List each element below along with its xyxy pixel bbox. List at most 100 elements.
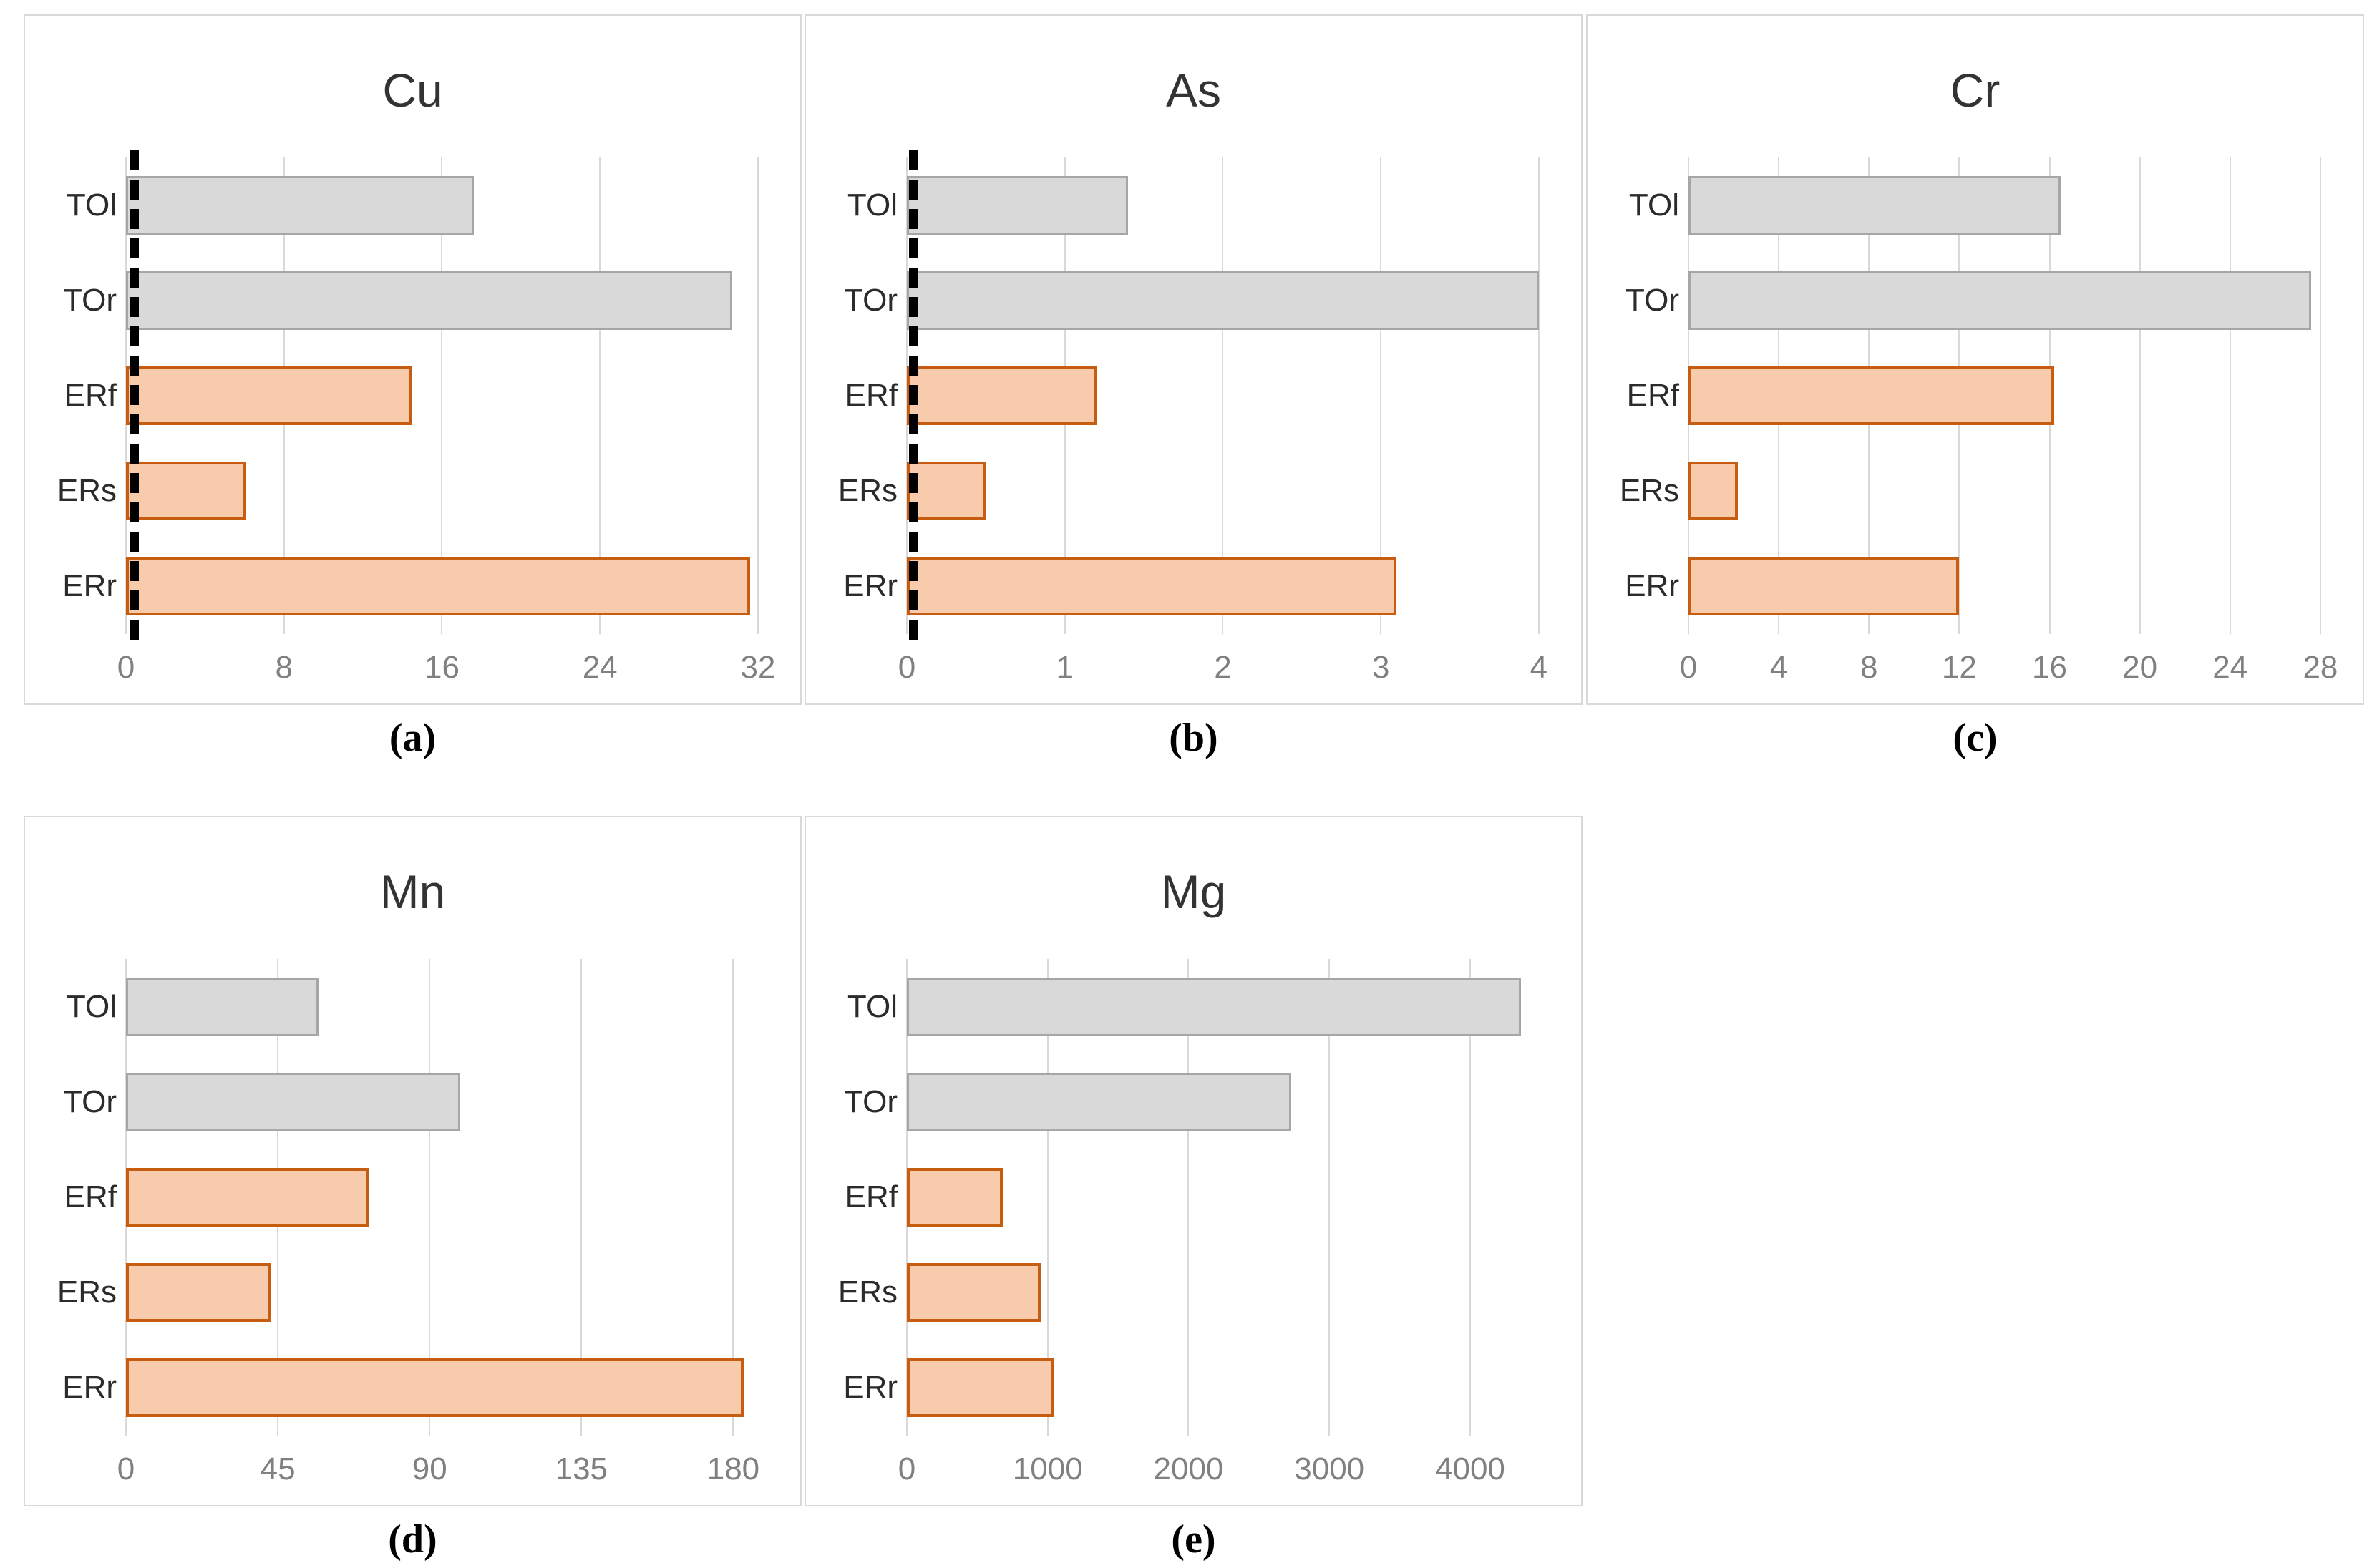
- panel-caption-e: (e): [1171, 1517, 1216, 1562]
- category-label-ers: ERs: [57, 1275, 117, 1310]
- x-tick-label: 16: [2032, 650, 2067, 685]
- bar-ers: [126, 462, 247, 521]
- chart-title: Cu: [382, 64, 443, 117]
- x-tick-label: 32: [740, 650, 776, 685]
- category-label-erf: ERf: [1626, 378, 1679, 413]
- gridline: [441, 157, 443, 634]
- bar-err: [126, 557, 750, 616]
- chart-panel-mn: Mn 0 45 90 135 180 TOl TOr ERf ERs ERr: [24, 816, 802, 1506]
- category-label-tol: TOl: [847, 187, 898, 223]
- bar-tol: [126, 175, 474, 235]
- gridline: [1469, 959, 1471, 1436]
- gridline: [599, 157, 601, 634]
- x-tick-label: 8: [275, 650, 293, 685]
- category-label-tol: TOl: [66, 187, 117, 223]
- chart-panel-cu: Cu 0 8 16 24 32 TOl TOr ERf ERs ERr: [24, 14, 802, 705]
- x-tick-label: 2000: [1153, 1451, 1224, 1486]
- panel-caption-c: (c): [1953, 716, 1998, 760]
- chart-panel-mg: Mg 0 1000 2000 3000 4000 TOl TOr ERf ERs ERr: [805, 816, 1583, 1506]
- bar-erf: [907, 1168, 1003, 1227]
- chart-title: Mg: [1160, 865, 1227, 918]
- chart-title: Mn: [379, 865, 446, 918]
- x-tick-label: 4: [1530, 650, 1548, 685]
- x-tick-label: 45: [260, 1451, 296, 1486]
- bar-erf: [1688, 366, 2054, 425]
- bar-tor: [907, 1072, 1292, 1131]
- chart-panel-cr: Cr 0 4 8 12 16 20 24 28 TOl TOr ERf ERs ERr: [1586, 14, 2364, 705]
- gridline: [2319, 157, 2321, 634]
- category-label-ers: ERs: [57, 473, 117, 509]
- bar-tor: [126, 1072, 460, 1131]
- bar-err: [126, 1358, 744, 1418]
- x-tick-label: 4000: [1435, 1451, 1505, 1486]
- gridline: [1537, 157, 1540, 634]
- bar-ers: [907, 462, 986, 521]
- x-tick-label: 1000: [1012, 1451, 1083, 1486]
- category-label-erf: ERf: [845, 1179, 898, 1214]
- x-tick-label: 16: [424, 650, 460, 685]
- category-label-err: ERr: [843, 568, 898, 604]
- gridline: [429, 959, 431, 1436]
- x-tick-label: 20: [2122, 650, 2158, 685]
- bar-tor: [1688, 271, 2312, 330]
- bar-ers: [126, 1263, 271, 1323]
- category-label-ers: ERs: [837, 1275, 898, 1310]
- gridline: [1046, 959, 1049, 1436]
- category-label-err: ERr: [843, 1370, 898, 1406]
- x-tick-label: 3000: [1294, 1451, 1365, 1486]
- category-label-tor: TOr: [1625, 282, 1679, 318]
- category-label-tol: TOl: [1628, 187, 1679, 223]
- x-tick-label: 0: [117, 1451, 135, 1486]
- x-tick-label: 12: [1941, 650, 1977, 685]
- x-tick-label: 0: [898, 650, 916, 685]
- chart-title: Cr: [1950, 64, 2001, 117]
- bar-tol: [126, 977, 319, 1036]
- bar-err: [1688, 557, 1960, 616]
- panel-caption-d: (d): [388, 1517, 437, 1562]
- category-label-tor: TOr: [844, 282, 898, 318]
- x-tick-label: 4: [1769, 650, 1788, 685]
- x-tick-label: 135: [555, 1451, 608, 1486]
- bar-ers: [1688, 462, 1739, 521]
- category-label-err: ERr: [62, 568, 117, 604]
- x-tick-label: 3: [1371, 650, 1390, 685]
- gridline: [1380, 157, 1382, 634]
- category-label-tol: TOl: [66, 988, 117, 1024]
- x-tick-label: 24: [2212, 650, 2248, 685]
- bar-erf: [126, 1168, 369, 1227]
- bar-erf: [907, 366, 1097, 425]
- gridline: [757, 157, 759, 634]
- chart-panel-as: As 0 1 2 3 4 TOl TOr ERf ERs ERr: [805, 14, 1583, 705]
- bar-tol: [907, 175, 1129, 235]
- chart-title: As: [1165, 64, 1222, 117]
- category-label-tor: TOr: [63, 282, 117, 318]
- category-label-ers: ERs: [837, 473, 898, 509]
- bar-ers: [907, 1263, 1041, 1323]
- x-tick-label: 0: [1679, 650, 1698, 685]
- gridline: [2229, 157, 2231, 634]
- bar-tol: [907, 977, 1521, 1036]
- reference-dashed-line: [908, 150, 918, 644]
- category-label-tor: TOr: [63, 1084, 117, 1119]
- x-tick-label: 24: [582, 650, 618, 685]
- category-label-err: ERr: [1625, 568, 1679, 604]
- category-label-erf: ERf: [845, 378, 898, 413]
- category-label-erf: ERf: [64, 378, 117, 413]
- x-tick-label: 8: [1860, 650, 1878, 685]
- x-tick-label: 90: [412, 1451, 447, 1486]
- panel-caption-b: (b): [1169, 716, 1218, 760]
- bar-tor: [907, 271, 1539, 330]
- bar-erf: [126, 366, 413, 425]
- category-label-err: ERr: [62, 1370, 117, 1406]
- gridline: [1187, 959, 1190, 1436]
- gridline: [2139, 157, 2141, 634]
- x-tick-label: 28: [2303, 650, 2338, 685]
- category-label-tor: TOr: [844, 1084, 898, 1119]
- panel-caption-a: (a): [389, 716, 437, 760]
- x-tick-label: 0: [898, 1451, 916, 1486]
- category-label-erf: ERf: [64, 1179, 117, 1214]
- gridline: [1222, 157, 1224, 634]
- category-label-ers: ERs: [1619, 473, 1679, 509]
- reference-dashed-line: [130, 150, 140, 644]
